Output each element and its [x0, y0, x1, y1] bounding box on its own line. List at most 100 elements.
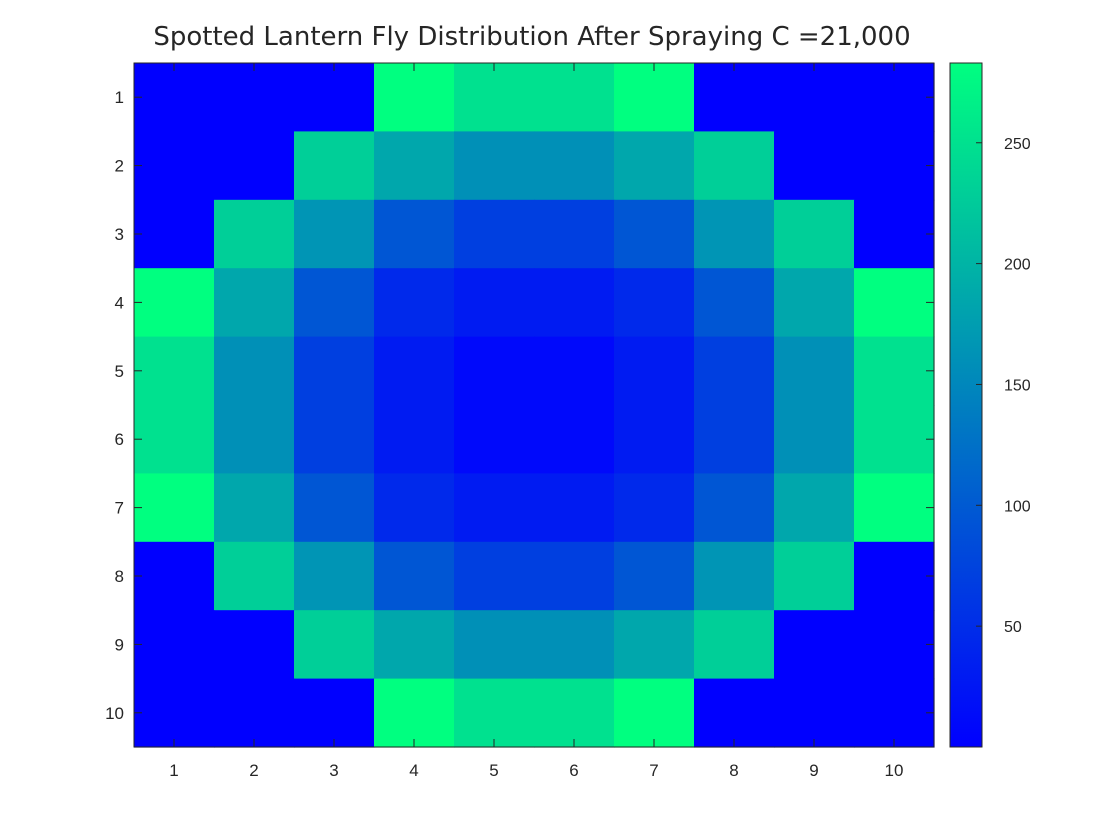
heatmap-cell-r3-c2: [214, 199, 295, 269]
heatmap-cell-r10-c7: [614, 678, 695, 748]
heatmap-cell-r7-c2: [214, 473, 295, 543]
heatmap-cell-r6-c2: [214, 405, 295, 474]
y-tick-label: 7: [115, 499, 124, 518]
heatmap-cell-r4-c3: [294, 268, 375, 338]
heatmap-cell-r7-c4: [374, 473, 455, 543]
heatmap-cell-r8-c1: [134, 541, 215, 611]
heatmap-cells: [134, 63, 935, 748]
heatmap-cell-r1-c6: [534, 63, 615, 132]
heatmap-cell-r9-c10: [854, 610, 935, 680]
heatmap-cell-r1-c8: [694, 63, 775, 132]
heatmap-cell-r3-c3: [294, 199, 375, 269]
heatmap-cell-r3-c7: [614, 199, 695, 269]
heatmap-cell-r1-c3: [294, 63, 375, 132]
heatmap-cell-r3-c9: [774, 199, 855, 269]
colorbar-gradient: [949, 62, 983, 748]
heatmap-cell-r4-c7: [614, 268, 695, 338]
heatmap-cell-r9-c6: [534, 610, 615, 680]
heatmap-cell-r8-c10: [854, 541, 935, 611]
heatmap-cell-r4-c9: [774, 268, 855, 338]
y-tick-label: 2: [115, 157, 124, 176]
x-tick-label: 1: [169, 761, 178, 780]
colorbar-tick-label: 200: [1004, 257, 1031, 274]
heatmap-cell-r8-c8: [694, 541, 775, 611]
heatmap-cell-r10-c6: [534, 678, 615, 748]
heatmap-cell-r10-c5: [454, 678, 535, 748]
heatmap-cell-r9-c1: [134, 610, 215, 680]
heatmap-cell-r5-c1: [134, 336, 215, 406]
heatmap-cell-r2-c1: [134, 131, 215, 201]
heatmap-cell-r5-c7: [614, 336, 695, 406]
x-tick-label: 10: [885, 761, 904, 780]
heatmap-cell-r7-c5: [454, 473, 535, 543]
heatmap-cell-r10-c3: [294, 678, 375, 748]
heatmap-cell-r6-c6: [534, 405, 615, 474]
heatmap-cell-r7-c8: [694, 473, 775, 543]
heatmap-cell-r4-c10: [854, 268, 935, 338]
y-tick-label: 5: [115, 362, 124, 381]
heatmap-cell-r8-c2: [214, 541, 295, 611]
heatmap-cell-r4-c8: [694, 268, 775, 338]
heatmap-cell-r4-c5: [454, 268, 535, 338]
heatmap-cell-r5-c3: [294, 336, 375, 406]
heatmap-cell-r8-c6: [534, 541, 615, 611]
heatmap-cell-r3-c5: [454, 199, 535, 269]
heatmap-cell-r7-c1: [134, 473, 215, 543]
x-tick-label: 2: [249, 761, 258, 780]
heatmap-cell-r5-c9: [774, 336, 855, 406]
x-tick-label: 4: [409, 761, 418, 780]
heatmap-cell-r5-c4: [374, 336, 455, 406]
heatmap-cell-r3-c8: [694, 199, 775, 269]
heatmap-cell-r9-c3: [294, 610, 375, 680]
heatmap-cell-r8-c3: [294, 541, 375, 611]
colorbar-tick-label: 150: [1004, 377, 1031, 394]
colorbar-tick-label: 50: [1004, 619, 1022, 636]
heatmap-cell-r10-c4: [374, 678, 455, 748]
heatmap-cell-r10-c9: [774, 678, 855, 748]
y-tick-label: 1: [115, 88, 124, 107]
x-tick-label: 8: [729, 761, 738, 780]
heatmap-cell-r6-c9: [774, 405, 855, 474]
heatmap-cell-r2-c9: [774, 131, 855, 201]
colorbar-tick-label: 100: [1004, 498, 1031, 515]
heatmap-cell-r2-c4: [374, 131, 455, 201]
heatmap-cell-r9-c5: [454, 610, 535, 680]
heatmap-cell-r2-c3: [294, 131, 375, 201]
heatmap-cell-r4-c1: [134, 268, 215, 338]
heatmap-cell-r9-c9: [774, 610, 855, 680]
heatmap-cell-r10-c1: [134, 678, 215, 748]
heatmap-cell-r4-c4: [374, 268, 455, 338]
x-tick-label: 9: [809, 761, 818, 780]
heatmap-cell-r6-c8: [694, 405, 775, 474]
heatmap-cell-r5-c10: [854, 336, 935, 406]
heatmap-cell-r9-c7: [614, 610, 695, 680]
x-tick-label: 6: [569, 761, 578, 780]
y-tick-label: 6: [115, 430, 124, 449]
heatmap-cell-r7-c10: [854, 473, 935, 543]
heatmap-cell-r4-c6: [534, 268, 615, 338]
heatmap-cell-r6-c4: [374, 405, 455, 474]
y-axis: 1 2 3 4 5 6 7 8 9 10: [105, 88, 934, 723]
heatmap-cell-r6-c7: [614, 405, 695, 474]
heatmap-cell-r2-c2: [214, 131, 295, 201]
heatmap-cell-r1-c5: [454, 63, 535, 132]
heatmap-cell-r9-c8: [694, 610, 775, 680]
heatmap-cell-r7-c7: [614, 473, 695, 543]
x-tick-label: 5: [489, 761, 498, 780]
heatmap-cell-r10-c10: [854, 678, 935, 748]
heatmap-cell-r4-c2: [214, 268, 295, 338]
x-tick-label: 7: [649, 761, 658, 780]
heatmap-cell-r8-c9: [774, 541, 855, 611]
heatmap-cell-r1-c1: [134, 63, 215, 132]
heatmap-cell-r10-c8: [694, 678, 775, 748]
heatmap-cell-r7-c3: [294, 473, 375, 543]
heatmap-cell-r6-c5: [454, 405, 535, 474]
heatmap-cell-r1-c10: [854, 63, 935, 132]
plot-frame: [133, 62, 935, 748]
heatmap-cell-r2-c6: [534, 131, 615, 201]
chart-title: Spotted Lantern Fly Distribution After S…: [153, 22, 910, 52]
y-tick-label: 3: [115, 225, 124, 244]
heatmap-cell-r7-c6: [534, 473, 615, 543]
heatmap-cell-r9-c4: [374, 610, 455, 680]
